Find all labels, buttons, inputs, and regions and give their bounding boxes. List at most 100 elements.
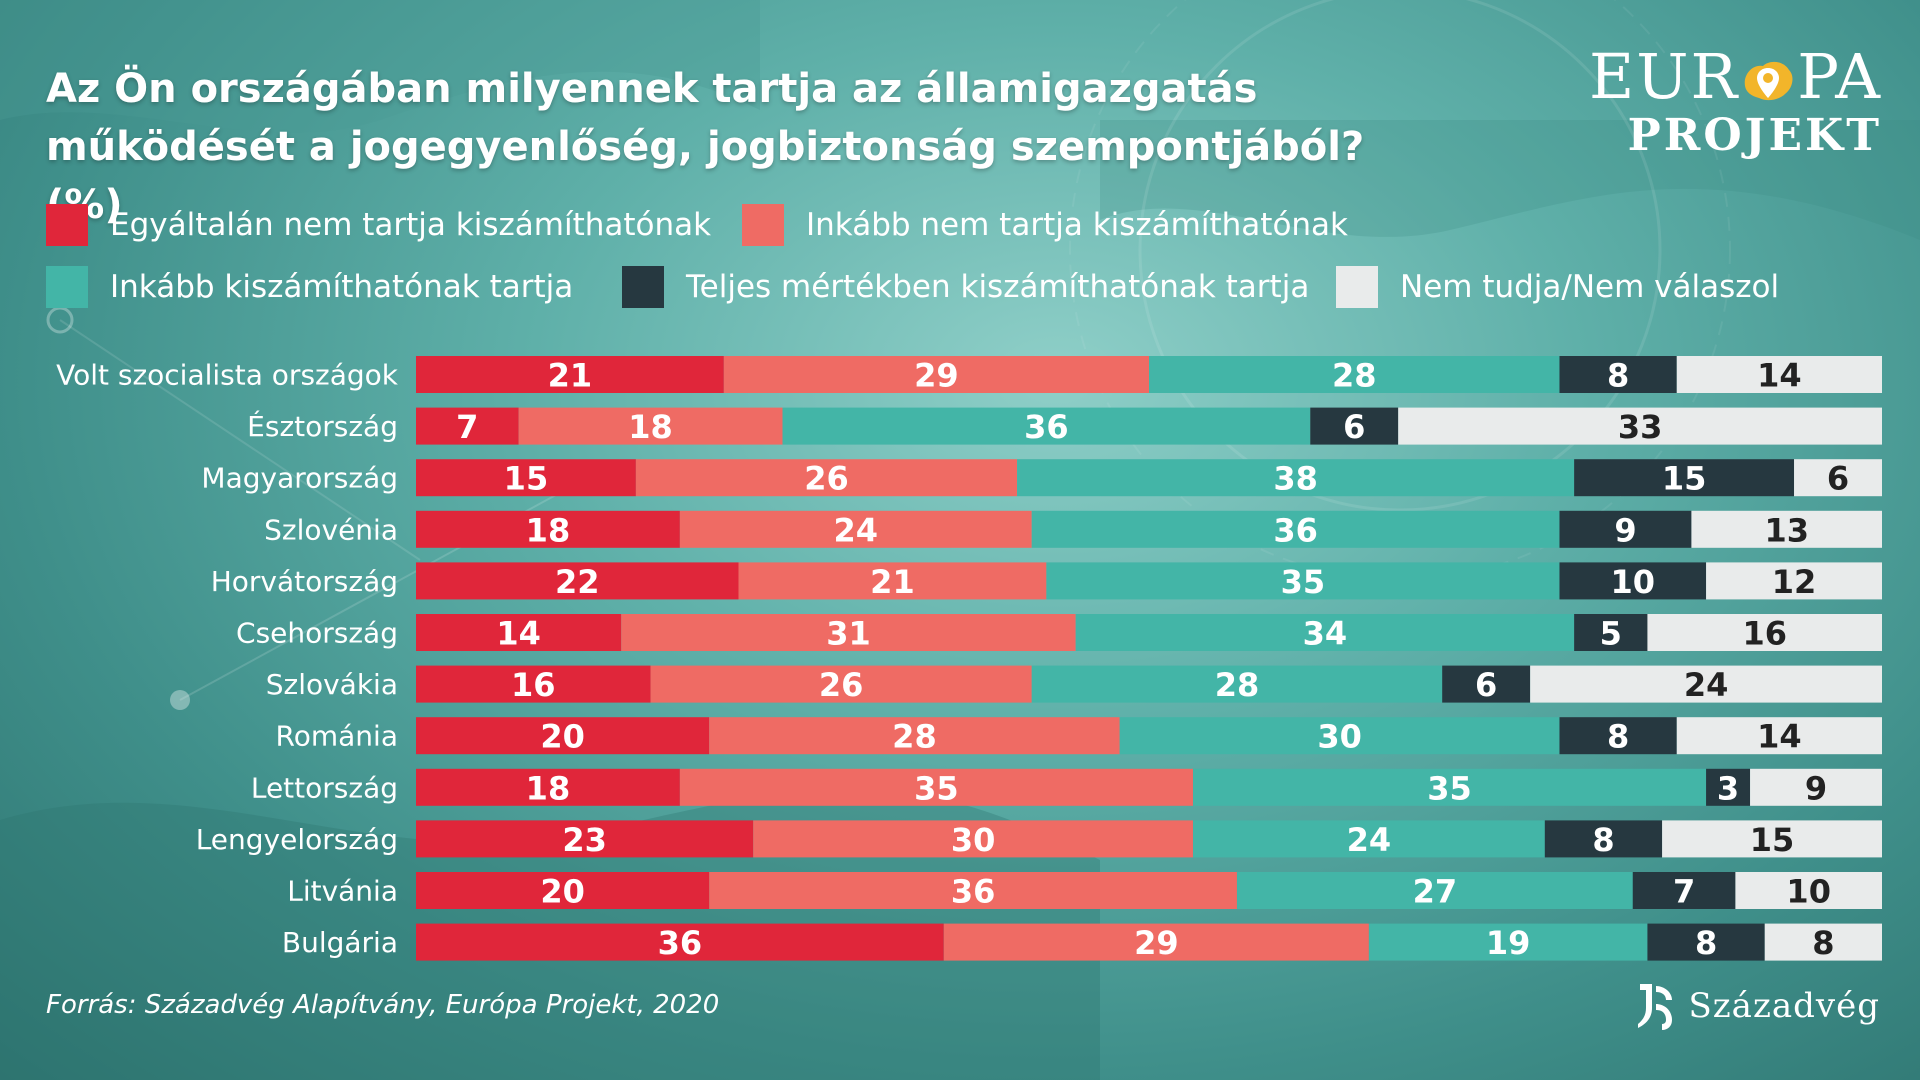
data-label: 8 bbox=[1695, 924, 1717, 962]
category-label: Horvátország bbox=[211, 565, 398, 598]
category-label: Szlovákia bbox=[266, 668, 398, 701]
data-label: 16 bbox=[511, 666, 556, 704]
bar-segment bbox=[943, 923, 1369, 961]
data-label: 33 bbox=[1618, 408, 1663, 446]
data-label: 9 bbox=[1805, 769, 1827, 807]
bar-segment bbox=[1764, 923, 1882, 961]
bar-segment bbox=[1574, 459, 1795, 497]
data-label: 24 bbox=[1347, 821, 1392, 859]
data-label: 26 bbox=[804, 460, 849, 498]
bar-segment bbox=[416, 562, 739, 600]
data-label: 27 bbox=[1413, 873, 1458, 911]
data-label: 14 bbox=[1757, 718, 1802, 756]
data-label: 14 bbox=[1757, 357, 1802, 395]
data-label: 35 bbox=[1427, 769, 1472, 807]
map-pin-icon bbox=[1744, 61, 1793, 100]
category-label: Volt szocialista országok bbox=[56, 359, 399, 392]
szazadveg-logo-icon bbox=[1638, 984, 1673, 1030]
data-label: 23 bbox=[562, 821, 607, 859]
bar-segment bbox=[1559, 717, 1677, 755]
data-label: 18 bbox=[526, 769, 571, 807]
bar-segment bbox=[1735, 872, 1882, 909]
data-label: 38 bbox=[1273, 460, 1318, 498]
bar-segment bbox=[1236, 872, 1633, 909]
legend: Egyáltalán nem tartja kiszámíthatónak In… bbox=[46, 196, 1886, 326]
bar-segment bbox=[1706, 768, 1751, 806]
data-label: 28 bbox=[1215, 666, 1260, 704]
data-label: 9 bbox=[1614, 511, 1636, 549]
data-label: 18 bbox=[526, 511, 571, 549]
data-label: 8 bbox=[1812, 924, 1834, 962]
legend-item-2: Inkább nem tartja kiszámíthatónak bbox=[742, 202, 1348, 248]
data-label: 20 bbox=[540, 873, 585, 911]
logo-wordmark-top: EUR PA bbox=[1582, 42, 1882, 112]
data-label: 13 bbox=[1764, 511, 1809, 549]
bar-segment bbox=[1676, 356, 1882, 393]
data-label: 24 bbox=[834, 511, 879, 549]
bar-segment bbox=[621, 614, 1076, 651]
bar-segment bbox=[738, 562, 1047, 600]
bar-segment bbox=[679, 510, 1032, 548]
data-label: 35 bbox=[914, 769, 959, 807]
bar-segment bbox=[416, 407, 519, 445]
category-label: Szlovénia bbox=[264, 513, 398, 546]
bar-segment bbox=[416, 923, 944, 961]
data-label: 28 bbox=[892, 718, 937, 756]
data-label: 24 bbox=[1684, 666, 1729, 704]
bar-segment bbox=[709, 717, 1120, 755]
data-label: 29 bbox=[914, 357, 959, 395]
category-label: Lettország bbox=[251, 771, 398, 804]
data-label: 19 bbox=[1486, 924, 1531, 962]
bar-segment bbox=[1632, 872, 1736, 909]
bar-segment bbox=[723, 356, 1149, 393]
brand-name: Századvég bbox=[1688, 986, 1880, 1026]
legend-swatch-4 bbox=[622, 266, 664, 308]
bar-segment bbox=[679, 768, 1193, 806]
category-label: Románia bbox=[276, 720, 398, 753]
bar-segment bbox=[1192, 768, 1707, 806]
data-label: 8 bbox=[1607, 357, 1629, 395]
bar-segment bbox=[1691, 510, 1882, 548]
data-label: 26 bbox=[819, 666, 864, 704]
category-label: Magyarország bbox=[201, 462, 398, 495]
bar-segment bbox=[1017, 459, 1575, 497]
data-label: 15 bbox=[504, 460, 549, 498]
bar-segment bbox=[1398, 407, 1882, 445]
bar-segment bbox=[1046, 562, 1560, 600]
legend-label-4: Teljes mértékben kiszámíthatónak tartja bbox=[686, 269, 1310, 305]
bar-segment bbox=[1310, 407, 1399, 445]
legend-label-1: Egyáltalán nem tartja kiszámíthatónak bbox=[110, 207, 712, 243]
data-label: 36 bbox=[658, 924, 703, 962]
category-label: Észtország bbox=[247, 409, 398, 443]
logo-text-right: PA bbox=[1797, 40, 1882, 113]
data-label: 8 bbox=[1592, 821, 1614, 859]
data-label: 36 bbox=[951, 873, 996, 911]
bar-segment bbox=[416, 510, 680, 548]
data-label: 22 bbox=[555, 563, 600, 601]
data-label: 36 bbox=[1024, 408, 1069, 446]
bar-segment bbox=[1544, 820, 1663, 858]
data-label: 15 bbox=[1750, 821, 1795, 859]
data-label: 35 bbox=[1281, 563, 1326, 601]
bar-segment bbox=[1559, 562, 1707, 600]
legend-label-3: Inkább kiszámíthatónak tartja bbox=[110, 269, 574, 305]
category-label: Litvánia bbox=[287, 875, 398, 908]
data-label: 30 bbox=[1317, 718, 1362, 756]
bar-segment bbox=[1574, 614, 1648, 651]
bar-segment bbox=[416, 459, 636, 497]
data-label: 34 bbox=[1303, 615, 1348, 653]
logo-wordmark-bottom: PROJEKT bbox=[1627, 110, 1882, 161]
data-label: 7 bbox=[1673, 873, 1695, 911]
data-label: 6 bbox=[1827, 460, 1849, 498]
category-label: Csehország bbox=[236, 617, 398, 650]
bar-segment bbox=[782, 407, 1311, 445]
bar-segment bbox=[1031, 510, 1560, 548]
bar-segment bbox=[1192, 820, 1545, 858]
bar-segment bbox=[635, 459, 1018, 497]
chart-title: Az Ön országában milyennek tartja az áll… bbox=[46, 66, 1365, 228]
data-label: 16 bbox=[1742, 615, 1787, 653]
bar-segment bbox=[1075, 614, 1575, 651]
data-label: 6 bbox=[1343, 408, 1365, 446]
legend-swatch-5 bbox=[1336, 266, 1378, 308]
data-label: 21 bbox=[548, 357, 593, 395]
